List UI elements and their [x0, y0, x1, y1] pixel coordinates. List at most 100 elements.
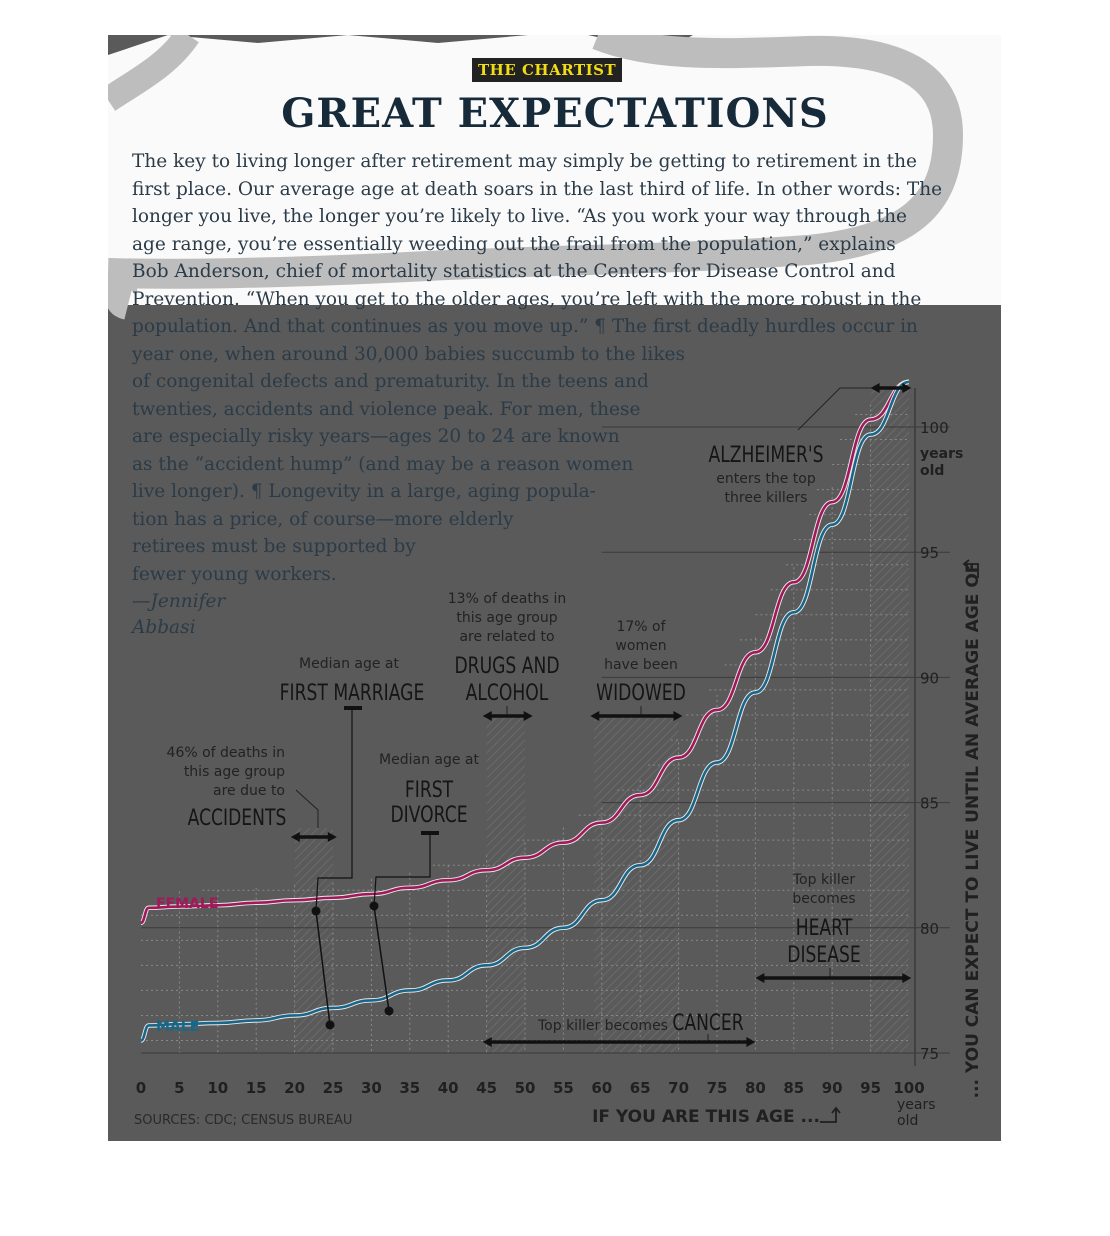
series-label-female: FEMALE	[156, 896, 218, 912]
page-title: GREAT EXPECTATIONS	[281, 90, 829, 137]
article-body: The key to living longer after retiremen…	[132, 148, 942, 640]
x-tick-label: 90	[822, 1079, 843, 1097]
kicker-label: THE CHARTIST	[472, 58, 623, 82]
annotation-heart-range-head	[902, 973, 912, 983]
x-tick-label: 60	[591, 1079, 612, 1097]
annotation-heart-range-head	[755, 973, 765, 983]
x-tick-label: 5	[174, 1079, 184, 1097]
article-line: of congenital defects and prematurity. I…	[132, 371, 649, 392]
y-end-unit: years	[920, 446, 963, 462]
annotation-accidents-range-head	[290, 832, 300, 842]
hatched-band	[486, 716, 525, 1053]
article-line: tion has a price, of course—more elderly	[132, 508, 514, 530]
x-tick-label: 55	[553, 1079, 574, 1097]
y-tick-label: 80	[920, 920, 939, 938]
annotation-accidents-range-head	[327, 832, 337, 842]
age-dot	[311, 906, 321, 916]
y-tick-label: 95	[920, 544, 939, 562]
article-line: as the “accident hump” (and may be a rea…	[132, 453, 634, 475]
annotation-heart-title: HEART	[796, 915, 853, 941]
x-tick-label: 10	[207, 1079, 228, 1097]
age-dot	[325, 1020, 335, 1030]
x-tick-label: 40	[438, 1079, 459, 1097]
y-axis-title: ... YOU CAN EXPECT TO LIVE UNTIL AN AVER…	[963, 562, 983, 1099]
x-tick-label: 65	[630, 1079, 651, 1097]
article-line: longer you live, the longer you’re likel…	[132, 206, 907, 227]
y-tick-label: 90	[920, 669, 939, 687]
annotation-alzheimers-text: three killers	[725, 490, 808, 506]
series-line-female	[140, 380, 910, 925]
x-end-unit: years	[897, 1097, 936, 1113]
age-dot	[384, 1006, 394, 1016]
article-line: first place. Our average age at death so…	[132, 178, 943, 200]
annotation-drugs-range-head	[482, 711, 492, 721]
annotation-widowed-text: women	[615, 638, 666, 654]
decorative-background	[108, 35, 1001, 320]
annotation-widowed-title: WIDOWED	[596, 680, 686, 706]
y-tick-label: 100	[920, 419, 949, 437]
chart-panel	[108, 35, 1001, 1141]
x-tick-label: 30	[361, 1079, 382, 1097]
annotation-heart-text: becomes	[792, 891, 855, 907]
annotation-cancer-range-head	[482, 1037, 492, 1047]
annotation-marriage-text: Median age at	[299, 656, 399, 672]
x-tick-label: 0	[136, 1079, 146, 1097]
article-line: age range, you’re essentially weeding ou…	[132, 233, 896, 255]
x-end-unit: old	[897, 1113, 918, 1129]
y-axis-title-arrow	[962, 559, 979, 578]
y-tick-label: 75	[920, 1045, 939, 1063]
annotation-widowed-range-head	[590, 711, 600, 721]
annotation-accidents-title: ACCIDENTS	[188, 805, 287, 831]
age-dot	[369, 901, 379, 911]
x-tick-label: 45	[476, 1079, 497, 1097]
x-tick-label: 15	[246, 1079, 267, 1097]
annotation-drugs-range-head	[523, 711, 533, 721]
x-tick-label: 20	[284, 1079, 305, 1097]
x-tick-label: 75	[707, 1079, 728, 1097]
x-tick-label: 100	[893, 1079, 924, 1097]
article-line: fewer young workers.	[132, 563, 337, 585]
annotation-divorce-leader	[373, 833, 431, 907]
annotation-marriage-title: FIRST MARRIAGE	[280, 680, 425, 706]
annotation-cancer-title: CANCER	[672, 1010, 744, 1036]
annotation-drugs-title: ALCOHOL	[466, 680, 549, 706]
annotation-drugs-text: are related to	[459, 629, 554, 645]
annotation-accidents-leader	[295, 789, 319, 828]
article-line: population. And that continues as you mo…	[132, 316, 918, 337]
article-line: are especially risky years—ages 20 to 24…	[132, 426, 620, 447]
article-line: retirees must be supported by	[132, 536, 416, 557]
byline: Abbasi	[132, 616, 196, 638]
x-tick-label: 95	[860, 1079, 881, 1097]
annotation-alzheimers-range-head	[870, 383, 880, 393]
y-tick-label: 85	[920, 795, 939, 813]
age-connector	[373, 905, 390, 1012]
age-connector	[315, 910, 331, 1026]
annotation-divorce-text: Median age at	[379, 752, 479, 768]
annotation-widowed-range-head	[673, 711, 683, 721]
annotation-alzheimers-title: ALZHEIMER'S	[709, 442, 824, 468]
annotation-divorce-title: FIRST	[405, 777, 454, 803]
x-tick-label: 35	[399, 1079, 420, 1097]
source-note: SOURCES: CDC; CENSUS BUREAU	[134, 1113, 352, 1128]
annotation-heart-text: Top killer	[792, 872, 855, 888]
x-axis-title: IF YOU ARE THIS AGE ...	[592, 1107, 820, 1127]
x-tick-label: 25	[323, 1079, 344, 1097]
annotation-accidents-text: are due to	[213, 783, 285, 799]
series-label-male: MALE	[156, 1019, 199, 1035]
byline: —Jennifer	[132, 591, 226, 612]
annotation-divorce-title: DIVORCE	[390, 802, 467, 828]
annotation-widowed-text: have been	[604, 657, 678, 673]
article-line: year one, when around 30,000 babies succ…	[132, 343, 685, 365]
annotation-alzheimers-leader	[797, 387, 872, 431]
annotation-drugs-text: this age group	[456, 610, 557, 626]
hatched-band	[294, 828, 333, 1053]
annotation-widowed-text: 17% of	[616, 619, 666, 635]
article-line: Bob Anderson, chief of mortality statist…	[132, 261, 896, 282]
hatched-band	[594, 716, 679, 1053]
annotation-cancer-range-head	[746, 1037, 756, 1047]
series-line-male	[140, 380, 910, 1042]
annotation-drugs-text: 13% of deaths in	[448, 591, 566, 607]
article-line: twenties, accidents and violence peak. F…	[132, 398, 641, 420]
hatched-band	[870, 388, 909, 1053]
